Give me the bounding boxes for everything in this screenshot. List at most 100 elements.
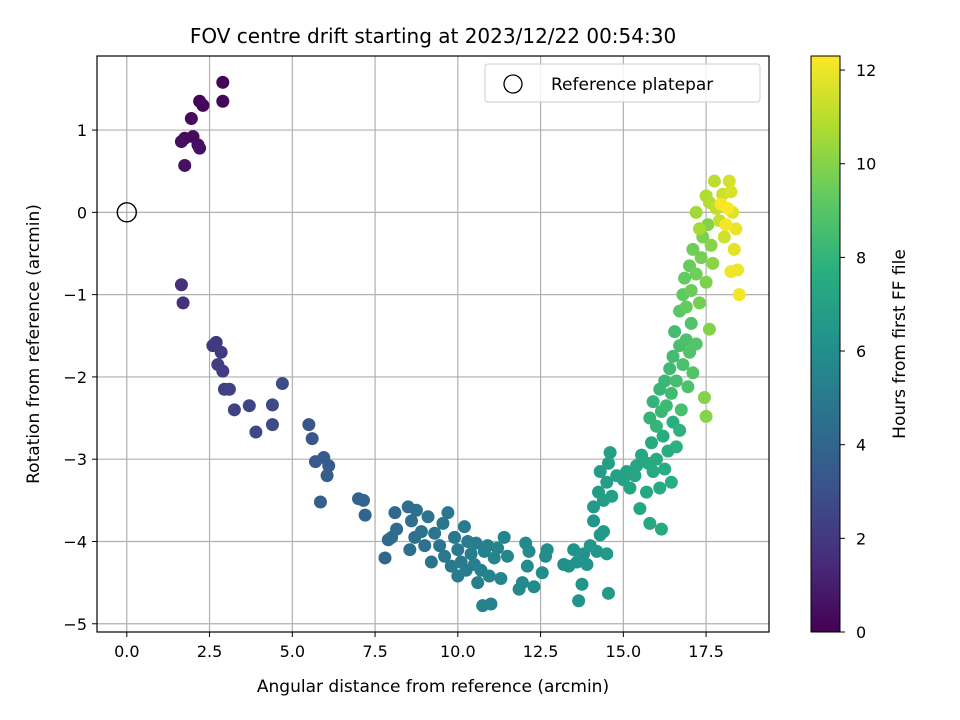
data-point (567, 543, 581, 557)
reference-point-marker (116, 202, 137, 223)
data-point (681, 380, 695, 394)
plot-frame (96, 55, 770, 633)
data-point (227, 403, 241, 417)
x-tick-label: 15.0 (606, 642, 642, 661)
colorbar-tick-label: 6 (856, 342, 866, 361)
data-point (409, 503, 423, 517)
data-point (484, 597, 498, 611)
colorbar-ticks: 0 2 4 6 8 10 12 (840, 61, 876, 642)
data-point (727, 242, 741, 256)
data-point (222, 382, 236, 396)
data-point (320, 469, 334, 483)
data-point (590, 544, 604, 558)
legend-label: Reference platepar (551, 75, 713, 95)
data-point (178, 158, 192, 172)
data-point (527, 580, 541, 594)
data-point (388, 506, 402, 520)
data-point (464, 547, 478, 561)
scatter-points (174, 75, 746, 613)
data-point (216, 94, 230, 108)
colorbar-tick-label: 8 (856, 248, 866, 267)
data-point (494, 572, 508, 586)
data-point (676, 358, 690, 372)
data-point (242, 399, 256, 413)
data-point (441, 506, 455, 520)
data-point (302, 418, 316, 432)
grid-lines (97, 56, 769, 632)
x-tick-label: 17.5 (688, 642, 724, 661)
data-point (656, 429, 670, 443)
data-point (674, 403, 688, 417)
data-point (686, 366, 700, 380)
data-point (719, 218, 733, 232)
colorbar-tick-label: 4 (856, 436, 866, 455)
legend-box (484, 63, 761, 103)
data-point (587, 500, 601, 514)
data-point (196, 98, 210, 112)
colorbar-tick-label: 2 (856, 529, 866, 548)
data-point (593, 465, 607, 479)
data-point (669, 440, 683, 454)
data-point (424, 555, 438, 569)
data-point (689, 267, 703, 281)
data-point (669, 374, 683, 388)
data-point (697, 390, 711, 404)
data-point (378, 551, 392, 565)
data-point (686, 242, 700, 256)
y-tick-label: −5 (63, 615, 87, 634)
data-point (603, 446, 617, 460)
y-tick-label: −1 (63, 286, 87, 305)
data-point (659, 399, 673, 413)
x-tick-label: 12.5 (523, 642, 559, 661)
data-point (702, 322, 716, 336)
data-point (684, 316, 698, 330)
data-point (575, 577, 589, 591)
data-point (500, 549, 514, 563)
data-point (722, 174, 736, 188)
data-point (469, 536, 483, 550)
colorbar-tick-label: 12 (856, 61, 876, 80)
data-point (724, 265, 738, 279)
data-point (596, 525, 610, 539)
data-point (663, 362, 677, 376)
data-point (451, 543, 465, 557)
data-point (216, 364, 230, 378)
data-point (643, 516, 657, 530)
data-point (689, 337, 703, 351)
data-point (433, 539, 447, 553)
data-point (418, 539, 432, 553)
data-point (664, 386, 678, 400)
data-point (630, 459, 644, 473)
data-point (628, 469, 642, 483)
x-tick-label: 5.0 (280, 642, 305, 661)
data-point (444, 559, 458, 573)
data-point (694, 251, 708, 265)
data-point (678, 271, 692, 285)
data-point (428, 526, 442, 540)
x-tick-label: 7.5 (362, 642, 387, 661)
axis-ticks: 0.0 2.5 5.0 7.5 10.0 12.5 15.0 17.5 −5 −4 −3 −2 −1 0 1 (63, 121, 724, 661)
data-point (356, 493, 370, 507)
data-point (654, 522, 668, 536)
colorbar-tick-label: 0 (856, 623, 866, 642)
chart-title: FOV centre drift starting at 2023/12/22 … (190, 24, 676, 48)
legend: Reference platepar (484, 63, 761, 103)
data-point (623, 481, 637, 495)
data-point (249, 425, 263, 439)
data-point (572, 594, 586, 608)
data-point (649, 419, 663, 433)
data-point (491, 541, 505, 555)
data-point (707, 174, 721, 188)
x-tick-label: 0.0 (114, 642, 139, 661)
data-point (668, 325, 682, 339)
data-point (706, 256, 720, 270)
data-point (174, 278, 188, 292)
data-point (481, 539, 495, 553)
data-point (322, 459, 336, 473)
data-point (515, 576, 529, 590)
data-point (265, 398, 279, 412)
data-point (358, 508, 372, 522)
data-point (673, 423, 687, 437)
data-point (305, 432, 319, 446)
data-point (699, 275, 713, 289)
